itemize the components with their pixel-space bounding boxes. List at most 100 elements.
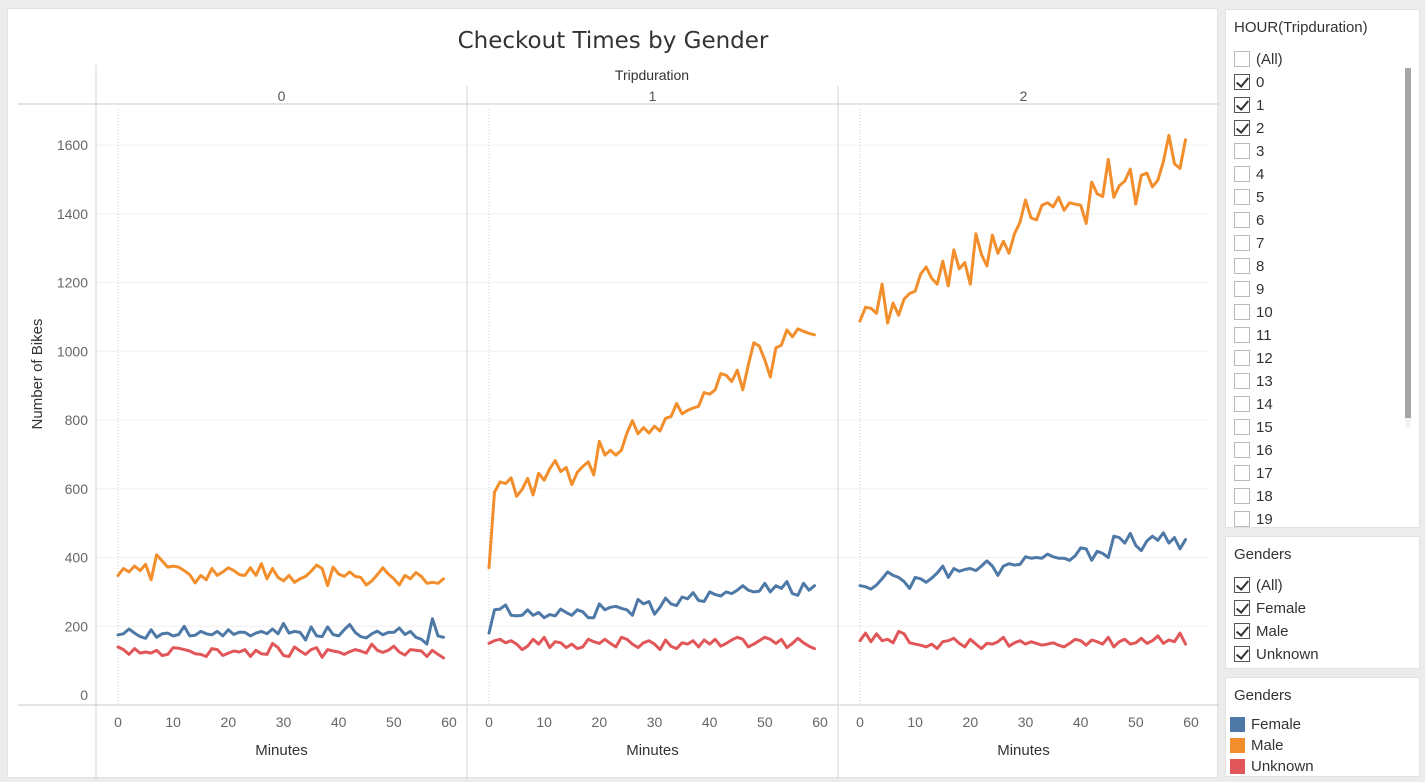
- hour-option[interactable]: 6: [1234, 210, 1264, 230]
- hour-option-label: 18: [1256, 487, 1273, 505]
- checkbox[interactable]: [1234, 235, 1250, 251]
- hour-option[interactable]: 15: [1234, 417, 1273, 437]
- y-tick-label: 1200: [57, 275, 88, 291]
- checkbox[interactable]: [1234, 258, 1250, 274]
- x-tick-label: 20: [963, 714, 979, 730]
- x-tick-label: 50: [757, 714, 773, 730]
- hour-option[interactable]: 13: [1234, 371, 1273, 391]
- checkbox[interactable]: [1234, 511, 1250, 527]
- series-line-unknown[interactable]: [116, 641, 445, 660]
- series-line-male[interactable]: [116, 553, 445, 588]
- series-line-male[interactable]: [858, 133, 1187, 325]
- x-tick-label: 10: [907, 714, 923, 730]
- checkbox[interactable]: [1234, 373, 1250, 389]
- y-tick-label: 1400: [57, 206, 88, 222]
- checkbox[interactable]: [1234, 97, 1250, 113]
- genders-option[interactable]: (All): [1234, 575, 1283, 595]
- hour-option[interactable]: 1: [1234, 95, 1264, 115]
- hour-option-label: 13: [1256, 372, 1273, 390]
- checkbox[interactable]: [1234, 74, 1250, 90]
- hour-option[interactable]: 17: [1234, 463, 1273, 483]
- checkbox[interactable]: [1234, 327, 1250, 343]
- gridlines: [96, 109, 1209, 704]
- hour-option[interactable]: 12: [1234, 348, 1273, 368]
- hour-filter-scrollbar[interactable]: [1405, 68, 1411, 428]
- checkbox[interactable]: [1234, 465, 1250, 481]
- hour-option[interactable]: (All): [1234, 49, 1283, 69]
- series-line-unknown[interactable]: [487, 635, 816, 652]
- x-tick-label: 0: [485, 714, 493, 730]
- hour-option-label: 16: [1256, 441, 1273, 459]
- y-tick-label: 0: [80, 687, 88, 703]
- hour-option-label: 17: [1256, 464, 1273, 482]
- hour-option[interactable]: 14: [1234, 394, 1273, 414]
- x-tick-label: 60: [441, 714, 457, 730]
- hour-option-label: 8: [1256, 257, 1265, 275]
- genders-option-label: (All): [1256, 576, 1283, 594]
- checkbox[interactable]: [1234, 120, 1250, 136]
- x-tick-label: 40: [702, 714, 718, 730]
- series-line-female[interactable]: [858, 531, 1187, 591]
- genders-option-label: Male: [1256, 622, 1289, 640]
- checkbox[interactable]: [1234, 442, 1250, 458]
- scrollbar-thumb[interactable]: [1405, 68, 1411, 418]
- checkbox[interactable]: [1234, 166, 1250, 182]
- x-axis: 0 10 20 30 40 50 60 Minutes 0 10 20 30 40 50 60 Minutes…: [114, 714, 1199, 759]
- checkbox[interactable]: [1234, 350, 1250, 366]
- series-line-female[interactable]: [487, 580, 816, 635]
- genders-option[interactable]: Female: [1234, 598, 1306, 618]
- line-chart[interactable]: Checkout Times by Gender Tripduration 0 1…: [8, 9, 1219, 779]
- x-axis-title: Minutes: [255, 742, 308, 759]
- hour-option-label: 11: [1256, 326, 1272, 344]
- hour-option[interactable]: 10: [1234, 302, 1273, 322]
- hour-option[interactable]: 0: [1234, 72, 1264, 92]
- hour-option[interactable]: 19: [1234, 509, 1273, 528]
- checkbox[interactable]: [1234, 281, 1250, 297]
- hour-option[interactable]: 2: [1234, 118, 1264, 138]
- hour-option-label: 6: [1256, 211, 1265, 229]
- chart-panel: Checkout Times by Gender Tripduration 0 1…: [7, 8, 1219, 779]
- checkbox[interactable]: [1234, 623, 1250, 639]
- hour-option-label: 3: [1256, 142, 1265, 160]
- checkbox[interactable]: [1234, 577, 1250, 593]
- hour-option[interactable]: 8: [1234, 256, 1264, 276]
- checkbox[interactable]: [1234, 189, 1250, 205]
- hour-option[interactable]: 18: [1234, 486, 1273, 506]
- series-line-male[interactable]: [487, 327, 816, 570]
- hour-option[interactable]: 9: [1234, 279, 1264, 299]
- checkbox[interactable]: [1234, 304, 1250, 320]
- series-line-female[interactable]: [116, 617, 445, 646]
- checkbox[interactable]: [1234, 488, 1250, 504]
- hour-option-label: 1: [1256, 96, 1265, 114]
- checkbox[interactable]: [1234, 212, 1250, 228]
- x-tick-label: 30: [647, 714, 663, 730]
- checkbox[interactable]: [1234, 600, 1250, 616]
- hour-option-label: 19: [1256, 510, 1273, 528]
- pane-header-label: 2: [1020, 88, 1028, 104]
- checkbox[interactable]: [1234, 419, 1250, 435]
- series-lines[interactable]: [116, 133, 1187, 660]
- checkbox[interactable]: [1234, 143, 1250, 159]
- genders-option[interactable]: Unknown: [1234, 644, 1319, 664]
- checkbox[interactable]: [1234, 396, 1250, 412]
- legend-item-female[interactable]: Female: [1230, 715, 1301, 733]
- hour-option[interactable]: 7: [1234, 233, 1264, 253]
- legend-item-male[interactable]: Male: [1230, 736, 1284, 754]
- hour-option[interactable]: 11: [1234, 325, 1272, 345]
- genders-legend-card: Genders Female Male Unknown: [1225, 677, 1420, 777]
- genders-option-label: Unknown: [1256, 645, 1319, 663]
- hour-option[interactable]: 5: [1234, 187, 1264, 207]
- x-axis-title: Minutes: [997, 742, 1050, 759]
- legend-swatch: [1230, 737, 1245, 753]
- checkbox[interactable]: [1234, 51, 1250, 67]
- legend-label: Unknown: [1251, 757, 1314, 775]
- series-line-unknown[interactable]: [858, 629, 1187, 651]
- genders-option[interactable]: Male: [1234, 621, 1289, 641]
- hour-option[interactable]: 3: [1234, 141, 1264, 161]
- hour-option-label: 10: [1256, 303, 1273, 321]
- hour-option[interactable]: 4: [1234, 164, 1264, 184]
- legend-item-unknown[interactable]: Unknown: [1230, 757, 1314, 775]
- checkbox[interactable]: [1234, 646, 1250, 662]
- hour-option[interactable]: 16: [1234, 440, 1273, 460]
